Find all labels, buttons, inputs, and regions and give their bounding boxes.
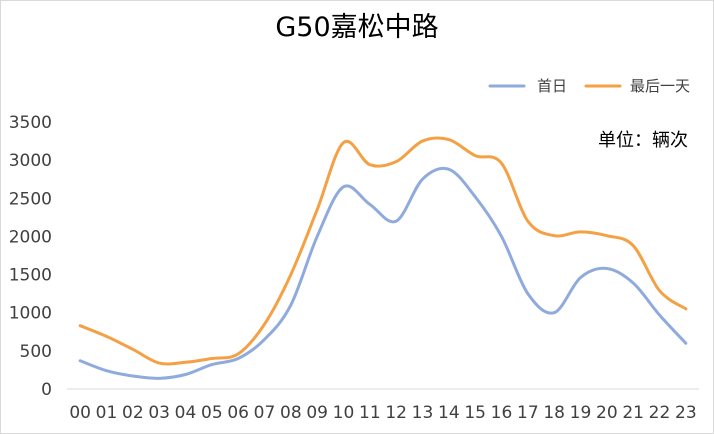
x-tick-label: 10 <box>333 403 355 423</box>
x-tick-label: 09 <box>306 403 328 423</box>
legend-label-first-day: 首日 <box>537 77 567 95</box>
x-tick-label: 18 <box>543 403 565 423</box>
y-tick-label: 1000 <box>9 304 52 324</box>
x-tick-label: 03 <box>148 403 170 423</box>
chart-title: G50嘉松中路 <box>275 12 438 43</box>
y-tick-label: 500 <box>20 342 52 362</box>
x-tick-label: 13 <box>412 403 434 423</box>
x-tick-label: 11 <box>359 403 381 423</box>
x-axis: 00 01 02 03 04 05 06 07 08 09 10 11 12 13 14 15 16 17 18 19… <box>69 403 696 423</box>
y-tick-label: 0 <box>41 380 52 400</box>
legend-label-last-day: 最后一天 <box>630 77 690 95</box>
y-axis: 0 500 1000 1500 2000 2500 3000 3500 <box>9 113 52 400</box>
y-tick-label: 3500 <box>9 113 52 133</box>
x-tick-label: 06 <box>227 403 249 423</box>
x-tick-label: 08 <box>280 403 302 423</box>
series-line-first-day <box>78 166 688 380</box>
unit-note: 单位：辆次 <box>598 130 688 151</box>
x-tick-label: 04 <box>175 403 197 423</box>
y-tick-label: 1500 <box>9 266 52 286</box>
x-tick-label: 16 <box>491 403 513 423</box>
y-tick-label: 2500 <box>9 189 52 209</box>
x-tick-label: 14 <box>438 403 460 423</box>
x-tick-label: 22 <box>649 403 671 423</box>
x-tick-label: 02 <box>122 403 144 423</box>
y-tick-label: 3000 <box>9 151 52 171</box>
x-tick-label: 17 <box>517 403 539 423</box>
x-tick-label: 12 <box>385 403 407 423</box>
legend: 首日 最后一天 <box>488 77 690 95</box>
x-tick-label: 01 <box>96 403 118 423</box>
x-tick-label: 00 <box>69 403 91 423</box>
x-tick-label: 05 <box>201 403 223 423</box>
x-tick-label: 23 <box>675 403 697 423</box>
series-group <box>78 136 688 380</box>
y-tick-label: 2000 <box>9 227 52 247</box>
series-line-last-day <box>78 136 688 366</box>
x-tick-label: 19 <box>570 403 592 423</box>
x-tick-label: 20 <box>596 403 618 423</box>
x-tick-label: 15 <box>464 403 486 423</box>
x-tick-label: 07 <box>254 403 276 423</box>
x-tick-label: 21 <box>622 403 644 423</box>
